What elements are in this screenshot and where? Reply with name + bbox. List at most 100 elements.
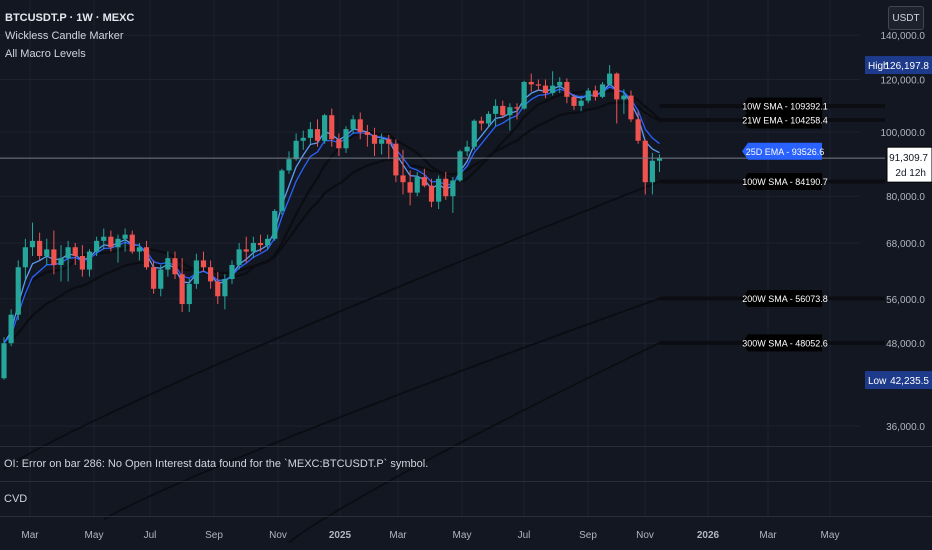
candle-body (186, 283, 192, 305)
time-tick-label: Mar (759, 530, 777, 541)
candle-body (250, 242, 256, 252)
candle-body (129, 234, 135, 252)
price-tick-label: 56,000.0 (886, 295, 925, 306)
macro-level-tag (742, 289, 822, 307)
candle-body (229, 264, 235, 279)
candle-body (165, 258, 171, 270)
bar-countdown-label: 2d 12h (895, 168, 926, 179)
macro-level-label: 300W SMA - 48052.6 (742, 338, 828, 348)
candle-body (599, 84, 606, 97)
time-tick-label: 2026 (697, 530, 720, 541)
candle-body (428, 185, 435, 202)
time-axis[interactable]: Mar May Jul Sep Nov 2025 Mar May Jul Sep Nov 2026 Ma… (21, 530, 839, 541)
candle-body (493, 105, 499, 114)
indicator-wickless-candle-marker[interactable]: Wickless Candle Marker (5, 30, 124, 42)
macro-level-tag (742, 173, 822, 191)
time-axis-separator (0, 516, 932, 517)
candle-body (557, 81, 563, 86)
candle-body (592, 90, 598, 97)
candle-body (172, 258, 178, 275)
candle-body (286, 159, 292, 171)
candle-body (86, 251, 93, 270)
sma-100w-line (3, 180, 660, 470)
candle-body (621, 95, 627, 100)
candle-body (379, 139, 385, 144)
price-tick-label: 36,000.0 (886, 422, 925, 433)
candle-body (400, 175, 406, 183)
candle-body (136, 247, 142, 252)
candle-body (72, 247, 78, 256)
candle-body (300, 137, 306, 141)
candle-body (115, 238, 121, 248)
candle-body (143, 247, 150, 268)
candle-body (642, 140, 648, 183)
candle-body (193, 260, 199, 284)
price-tick-label: 48,000.0 (886, 339, 925, 350)
candle-body (208, 267, 214, 282)
candle-body (279, 170, 285, 211)
candle-body (485, 113, 492, 124)
candle-body (364, 132, 370, 135)
candle-body (507, 107, 513, 116)
candle-body (94, 240, 100, 252)
candle-body (635, 119, 641, 141)
currency-button[interactable]: USDT (888, 6, 924, 30)
candle-body (336, 139, 342, 149)
symbol-title[interactable]: BTCUSDT.P · 1W · MEXC (5, 12, 135, 24)
sma-10w-line (3, 89, 661, 344)
oi-error-message: OI: Error on bar 286: No Open Interest d… (4, 458, 429, 470)
macro-level-label: 10W SMA - 109392.1 (742, 102, 828, 112)
indicator-all-macro-levels[interactable]: All Macro Levels (5, 48, 86, 60)
current-price-tag (886, 146, 932, 183)
candle-body (386, 139, 392, 144)
candle-body (307, 129, 313, 138)
cvd-indicator-label[interactable]: CVD (4, 493, 28, 505)
time-tick-label: Sep (579, 530, 597, 541)
time-tick-label: Nov (636, 530, 654, 541)
time-tick-label: Mar (389, 530, 407, 541)
candle-body (478, 120, 484, 124)
candle-body (265, 238, 271, 246)
candle-body (8, 314, 14, 344)
candle-body (293, 140, 299, 160)
sma-200w-line (103, 297, 660, 521)
candle-body (500, 105, 506, 116)
candle-body (200, 260, 207, 268)
time-tick-label: Jul (518, 530, 531, 541)
candle-body (101, 236, 107, 241)
macro-level-label: 25D EMA - 93526.6 (746, 147, 825, 157)
price-tick-label: 140,000.0 (881, 31, 926, 42)
ema-21w-line (3, 100, 660, 345)
macro-level-tag (742, 111, 822, 129)
candle-body (314, 129, 321, 141)
candle-body (607, 73, 613, 85)
candle-body (236, 249, 242, 265)
price-axis[interactable]: 36,000.0 48,000.0 56,000.0 68,000.0 80,000.0… (865, 31, 932, 433)
high-price-tag-value: 126,197.8 (885, 61, 930, 72)
candle-body (79, 255, 85, 270)
candle-body (44, 249, 50, 256)
candle-body (656, 158, 663, 161)
time-tick-label: Mar (21, 530, 39, 541)
candle-body (535, 84, 541, 86)
candle-body (65, 247, 71, 259)
pane-separator-cvd[interactable] (0, 481, 932, 482)
candle-body (343, 129, 349, 149)
candle-body (542, 85, 549, 94)
time-tick-label: Nov (269, 530, 287, 541)
time-tick-label: 2025 (329, 530, 352, 541)
candle-body (29, 240, 36, 248)
time-tick-label: May (453, 530, 472, 541)
candle-body (578, 100, 584, 106)
candles (1, 65, 663, 380)
candle-body (514, 107, 520, 109)
time-tick-label: May (821, 530, 840, 541)
pane-separator-oi[interactable] (0, 446, 932, 447)
candle-body (22, 247, 28, 268)
candle-body (571, 96, 577, 106)
candle-body (393, 143, 399, 176)
candle-body (628, 95, 634, 120)
candle-body (1, 343, 7, 379)
price-tick-label: 100,000.0 (881, 128, 926, 139)
